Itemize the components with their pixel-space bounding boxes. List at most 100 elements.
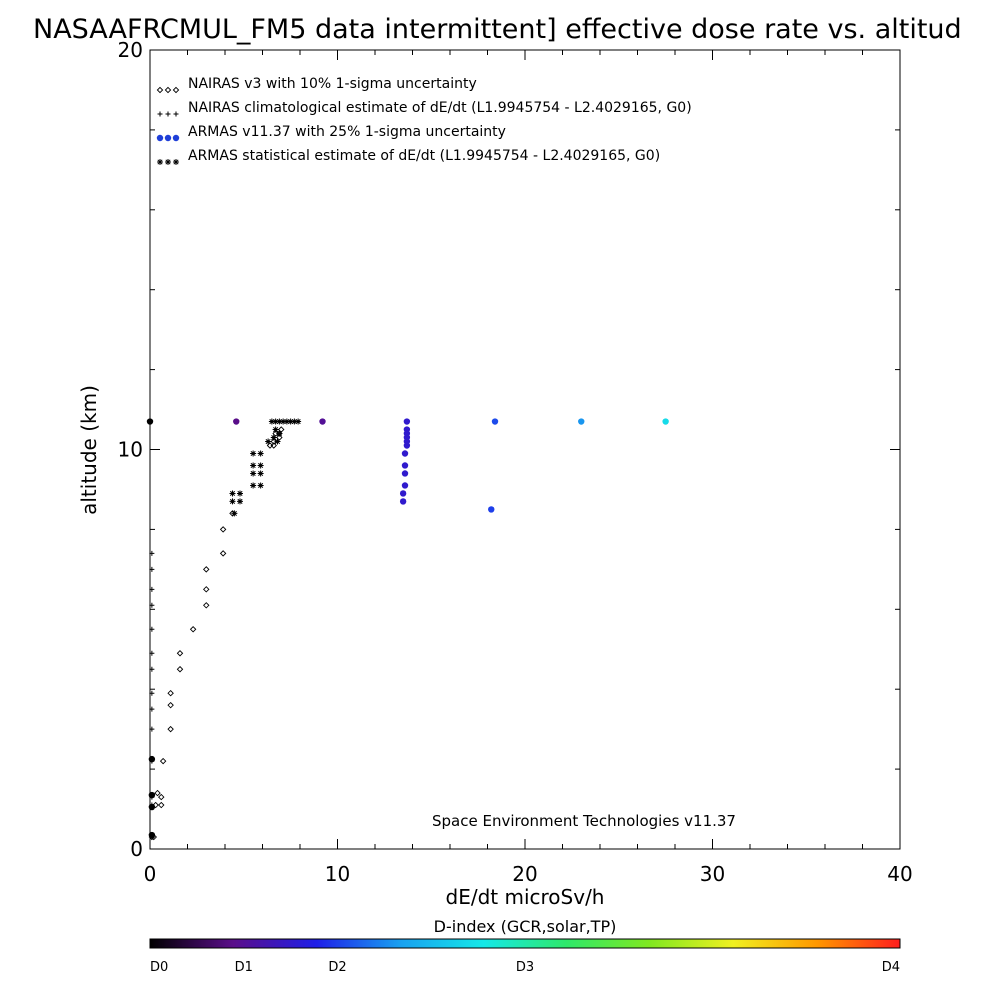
series-diamond bbox=[148, 426, 285, 841]
chart-title: NASAAFRCMUL_FM5 data intermittent] effec… bbox=[33, 14, 962, 45]
legend-symbol bbox=[164, 134, 172, 142]
data-point bbox=[257, 450, 264, 457]
series-plus bbox=[149, 550, 155, 840]
data-point bbox=[283, 418, 290, 425]
legend-symbol bbox=[165, 159, 171, 165]
data-point bbox=[401, 482, 409, 489]
data-point bbox=[401, 462, 409, 469]
data-point bbox=[272, 418, 279, 425]
data-point bbox=[149, 690, 155, 696]
legend-symbol bbox=[157, 159, 163, 165]
legend-symbol bbox=[157, 111, 163, 117]
data-point bbox=[229, 490, 236, 497]
axis-tick-labels: 0 10 20 30 40 0 10 20 bbox=[118, 38, 913, 886]
data-point bbox=[219, 550, 227, 557]
data-point bbox=[280, 418, 287, 425]
data-point bbox=[399, 498, 407, 505]
data-point bbox=[250, 450, 257, 457]
colorbar-labels: D0 D1 D2 D3 D4 bbox=[150, 960, 900, 975]
data-point bbox=[488, 506, 495, 513]
legend-symbol bbox=[173, 111, 179, 117]
data-point bbox=[203, 602, 210, 609]
data-point bbox=[233, 418, 240, 425]
data-point bbox=[159, 757, 167, 765]
colorbar-label: D4 bbox=[882, 960, 900, 975]
colorbar-label: D2 bbox=[328, 960, 346, 975]
data-point bbox=[270, 438, 277, 445]
data-point bbox=[203, 586, 210, 593]
data-point bbox=[250, 482, 257, 489]
data-point bbox=[272, 426, 279, 433]
x-tick-label: 10 bbox=[325, 862, 350, 886]
data-point bbox=[149, 666, 155, 672]
data-point bbox=[231, 510, 238, 517]
data-point bbox=[148, 803, 156, 811]
data-point bbox=[291, 418, 298, 425]
data-point bbox=[276, 430, 283, 437]
data-point bbox=[401, 470, 409, 477]
data-point bbox=[158, 793, 165, 801]
x-tick-label: 20 bbox=[512, 862, 537, 886]
data-point bbox=[270, 442, 277, 449]
data-point bbox=[189, 626, 197, 633]
data-point bbox=[274, 438, 281, 445]
data-point bbox=[152, 801, 159, 809]
axis-ticks bbox=[149, 49, 901, 850]
data-point bbox=[149, 626, 155, 632]
legend-entry: NAIRAS climatological estimate of dE/dt … bbox=[157, 100, 692, 117]
data-point bbox=[268, 418, 275, 425]
data-point bbox=[265, 438, 272, 445]
data-point bbox=[203, 566, 210, 573]
x-tick-label: 0 bbox=[144, 862, 157, 886]
data-series bbox=[146, 418, 669, 841]
y-tick-label: 0 bbox=[130, 837, 143, 861]
legend-label: ARMAS v11.37 with 25% 1-sigma uncertaint… bbox=[188, 124, 506, 140]
data-point bbox=[149, 566, 155, 572]
data-point bbox=[219, 526, 227, 533]
colorbar-label: D0 bbox=[150, 960, 168, 975]
data-point bbox=[287, 418, 294, 425]
data-point bbox=[148, 791, 156, 799]
data-point bbox=[167, 689, 174, 697]
data-point bbox=[148, 831, 156, 839]
y-tick-label: 20 bbox=[118, 38, 143, 62]
y-axis-label: altitude (km) bbox=[77, 385, 101, 515]
credit-annotation: Space Environment Technologies v11.37 bbox=[432, 812, 736, 830]
data-point bbox=[250, 462, 257, 469]
data-point bbox=[403, 418, 411, 425]
legend-symbol bbox=[165, 111, 171, 117]
data-point bbox=[149, 586, 155, 592]
x-axis-label: dE/dt microSv/h bbox=[446, 885, 605, 909]
y-tick-label: 10 bbox=[118, 438, 143, 462]
legend-entry: ARMAS v11.37 with 25% 1-sigma uncertaint… bbox=[156, 124, 506, 142]
data-point bbox=[257, 470, 264, 477]
data-point bbox=[257, 482, 264, 489]
data-point bbox=[149, 602, 155, 608]
data-point bbox=[250, 470, 257, 477]
data-point bbox=[401, 450, 409, 457]
data-point bbox=[662, 418, 669, 425]
data-point bbox=[176, 665, 184, 673]
data-point bbox=[319, 418, 326, 425]
colorbar-title: D-index (GCR,solar,TP) bbox=[434, 917, 617, 936]
data-point bbox=[491, 418, 499, 425]
legend-entry: ARMAS statistical estimate of dE/dt (L1.… bbox=[157, 148, 660, 165]
data-point bbox=[167, 701, 174, 709]
series-star bbox=[229, 418, 302, 517]
data-point bbox=[237, 490, 243, 497]
legend-label: NAIRAS v3 with 10% 1-sigma uncertainty bbox=[188, 76, 477, 92]
data-point bbox=[295, 418, 302, 425]
plot-frame bbox=[149, 49, 901, 850]
series-dot bbox=[146, 418, 669, 839]
data-point bbox=[146, 418, 154, 425]
data-point bbox=[148, 755, 156, 763]
legend: NAIRAS v3 with 10% 1-sigma uncertainty NA… bbox=[156, 76, 692, 165]
legend-label: NAIRAS climatological estimate of dE/dt … bbox=[188, 100, 692, 116]
data-point bbox=[403, 442, 411, 449]
data-point bbox=[237, 498, 243, 505]
data-point bbox=[399, 490, 407, 497]
data-point bbox=[167, 725, 174, 733]
data-point bbox=[158, 801, 165, 809]
data-point bbox=[257, 462, 264, 469]
